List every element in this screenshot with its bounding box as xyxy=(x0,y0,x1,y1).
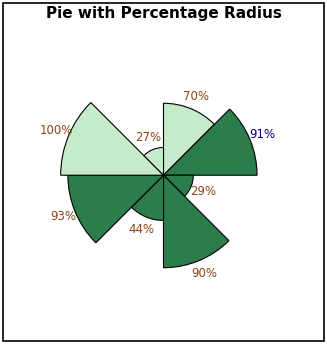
Wedge shape xyxy=(164,103,215,175)
Wedge shape xyxy=(164,175,193,196)
Text: 70%: 70% xyxy=(183,90,209,103)
Text: 100%: 100% xyxy=(40,124,73,137)
Wedge shape xyxy=(144,148,164,175)
Text: 91%: 91% xyxy=(249,128,275,141)
Wedge shape xyxy=(164,109,257,175)
Text: 90%: 90% xyxy=(191,267,217,280)
Wedge shape xyxy=(61,103,164,175)
Wedge shape xyxy=(68,175,164,243)
Title: Pie with Percentage Radius: Pie with Percentage Radius xyxy=(45,6,282,21)
Wedge shape xyxy=(164,175,229,268)
Text: 27%: 27% xyxy=(135,131,161,144)
Text: 44%: 44% xyxy=(128,223,154,236)
Wedge shape xyxy=(131,175,164,221)
Text: 29%: 29% xyxy=(190,185,216,198)
Text: 93%: 93% xyxy=(50,211,76,223)
